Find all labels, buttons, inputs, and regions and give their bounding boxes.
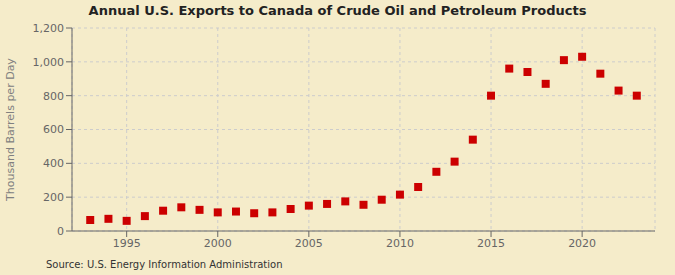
svg-text:800: 800: [43, 90, 64, 103]
svg-text:2015: 2015: [477, 237, 505, 250]
html-text:Source: U.S. Energy Informatio: Source: U.S. Energy Information Administ…: [46, 259, 283, 270]
svg-text:2010: 2010: [386, 237, 414, 250]
svg-text:2020: 2020: [568, 237, 596, 250]
svg-text:2005: 2005: [295, 237, 323, 250]
svg-text:1,000: 1,000: [33, 56, 65, 69]
svg-text:1,200: 1,200: [33, 22, 65, 35]
html-text:Annual U.S. Exports to Canada: Annual U.S. Exports to Canada of Crude O…: [88, 3, 587, 18]
svg-text:0: 0: [57, 225, 64, 238]
svg-text:Thousand Barrels per Day: Thousand Barrels per Day: [8, 58, 17, 202]
svg-text:600: 600: [43, 123, 64, 136]
svg-text:1995: 1995: [113, 237, 141, 250]
svg-text:2000: 2000: [204, 237, 232, 250]
svg-text:400: 400: [43, 157, 64, 170]
svg-text:200: 200: [43, 191, 64, 204]
